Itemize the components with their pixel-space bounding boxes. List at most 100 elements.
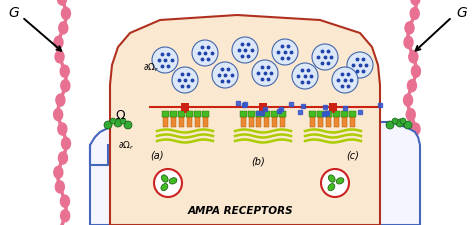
Bar: [248, 117, 254, 127]
Bar: [202, 117, 208, 127]
Ellipse shape: [408, 80, 417, 92]
Text: AMPA RECEPTORS: AMPA RECEPTORS: [187, 205, 293, 215]
Bar: [281, 117, 285, 127]
Circle shape: [152, 48, 178, 74]
Ellipse shape: [55, 181, 64, 193]
Bar: [177, 112, 184, 117]
Bar: [171, 117, 175, 127]
Bar: [310, 117, 316, 127]
Ellipse shape: [59, 23, 68, 35]
Text: (a): (a): [150, 150, 164, 160]
Ellipse shape: [411, 195, 420, 207]
Circle shape: [252, 61, 278, 87]
Bar: [264, 112, 271, 117]
Ellipse shape: [404, 37, 413, 49]
Bar: [335, 117, 339, 127]
Ellipse shape: [405, 23, 414, 35]
Text: $\Omega$: $\Omega$: [115, 109, 126, 122]
Ellipse shape: [410, 8, 419, 20]
Ellipse shape: [403, 95, 412, 107]
Circle shape: [114, 119, 122, 127]
Circle shape: [124, 122, 132, 129]
Bar: [162, 112, 168, 117]
Ellipse shape: [406, 109, 415, 121]
Circle shape: [172, 68, 198, 94]
Circle shape: [400, 119, 406, 124]
Circle shape: [396, 119, 404, 127]
Ellipse shape: [61, 80, 70, 92]
Ellipse shape: [55, 52, 64, 63]
Ellipse shape: [62, 8, 71, 20]
Ellipse shape: [161, 184, 168, 191]
Circle shape: [232, 38, 258, 64]
Circle shape: [212, 63, 238, 89]
Text: (b): (b): [251, 155, 265, 165]
Bar: [185, 112, 192, 117]
Bar: [247, 112, 255, 117]
Circle shape: [386, 122, 394, 129]
Bar: [343, 117, 347, 127]
Circle shape: [347, 53, 373, 79]
Bar: [264, 117, 270, 127]
Circle shape: [321, 169, 349, 197]
Ellipse shape: [60, 66, 69, 78]
Text: $\partial\Omega_r$: $\partial\Omega_r$: [118, 139, 135, 152]
Bar: [186, 117, 191, 127]
Ellipse shape: [54, 109, 63, 121]
Ellipse shape: [410, 138, 419, 150]
Ellipse shape: [57, 0, 66, 6]
Ellipse shape: [411, 66, 420, 78]
Bar: [273, 117, 277, 127]
Bar: [240, 117, 246, 127]
Bar: [239, 112, 246, 117]
Circle shape: [392, 119, 398, 124]
Ellipse shape: [404, 167, 413, 179]
Bar: [327, 117, 331, 127]
Circle shape: [272, 40, 298, 66]
Bar: [256, 117, 262, 127]
Bar: [259, 104, 267, 112]
Ellipse shape: [54, 37, 63, 49]
Ellipse shape: [411, 124, 420, 135]
Ellipse shape: [328, 175, 335, 182]
Circle shape: [192, 41, 218, 67]
Circle shape: [104, 122, 112, 129]
Bar: [179, 117, 183, 127]
Circle shape: [332, 68, 358, 94]
Bar: [163, 117, 167, 127]
Ellipse shape: [411, 0, 420, 6]
Bar: [201, 112, 209, 117]
Ellipse shape: [61, 195, 70, 207]
Bar: [255, 112, 263, 117]
Bar: [319, 117, 323, 127]
Ellipse shape: [169, 178, 177, 184]
Ellipse shape: [405, 152, 414, 164]
Bar: [272, 112, 279, 117]
Bar: [334, 112, 340, 117]
Bar: [341, 112, 348, 117]
Ellipse shape: [336, 178, 344, 184]
Circle shape: [312, 45, 338, 71]
Bar: [350, 117, 356, 127]
Bar: [326, 112, 332, 117]
Ellipse shape: [409, 181, 418, 193]
Ellipse shape: [161, 175, 168, 182]
Ellipse shape: [61, 210, 70, 222]
Ellipse shape: [58, 152, 67, 164]
Text: G: G: [8, 6, 19, 20]
Ellipse shape: [407, 210, 416, 222]
Ellipse shape: [56, 95, 65, 107]
Text: (c): (c): [346, 150, 359, 160]
Bar: [318, 112, 325, 117]
Bar: [181, 104, 189, 112]
Circle shape: [110, 119, 116, 124]
Ellipse shape: [328, 184, 335, 191]
Text: $\partial\Omega_r$: $\partial\Omega_r$: [143, 61, 160, 74]
Ellipse shape: [62, 138, 71, 150]
Text: G: G: [456, 6, 467, 20]
Circle shape: [404, 122, 412, 129]
Bar: [170, 112, 176, 117]
Bar: [349, 112, 356, 117]
Ellipse shape: [58, 124, 67, 135]
Bar: [329, 104, 337, 112]
